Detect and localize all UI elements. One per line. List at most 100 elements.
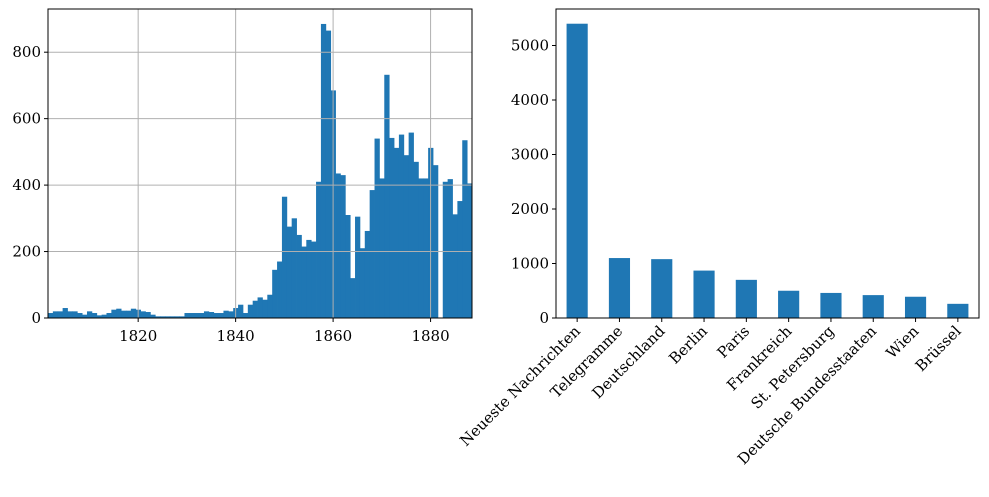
category-bar [862, 295, 884, 318]
y-tick-label: 5000 [511, 37, 549, 55]
histogram-bar [62, 308, 68, 318]
y-tick-label: 0 [539, 309, 549, 327]
histogram-bar [111, 309, 117, 318]
histogram-bar [291, 218, 297, 318]
category-label: Berlin [665, 322, 711, 368]
histogram-bar [208, 312, 215, 318]
histogram-bar [86, 311, 93, 318]
histogram-bar [121, 310, 127, 318]
histogram-bar [398, 134, 405, 318]
histogram-bar [238, 304, 244, 318]
histogram-bar [242, 313, 249, 318]
histogram-bar [140, 311, 146, 318]
y-tick-label: 4000 [511, 91, 549, 109]
category-bar [947, 303, 969, 318]
histogram-bar [345, 215, 351, 318]
histogram-bar [369, 190, 375, 318]
category-label: Brüssel [912, 322, 965, 375]
histogram-bar [130, 308, 137, 318]
histogram-bar [67, 311, 73, 318]
histogram-bar [452, 214, 458, 318]
histogram-bar [213, 313, 219, 318]
histogram-bar [72, 311, 78, 318]
histogram-bar [164, 316, 171, 318]
histogram-bar [281, 196, 288, 318]
bar-chart-frame [555, 8, 980, 319]
category-bar [566, 23, 588, 319]
histogram-bar [277, 261, 283, 318]
histogram-bar [462, 140, 468, 318]
histogram-bar [52, 311, 59, 318]
histogram-bar [306, 239, 312, 318]
histogram-bar [447, 179, 453, 318]
x-tick-label: 1860 [314, 327, 352, 345]
category-bar [778, 290, 800, 318]
histogram-bar [325, 30, 332, 318]
histogram-bar [223, 310, 229, 318]
histogram-bar [296, 234, 302, 318]
category-bar [608, 258, 631, 318]
y-tick-label: 600 [12, 110, 41, 128]
histogram-bar [389, 137, 395, 318]
histogram-bar [457, 201, 463, 318]
histogram-bar [106, 313, 112, 318]
category-bar [651, 259, 673, 318]
category-label: Paris [714, 322, 754, 362]
histogram-bar [203, 311, 210, 318]
histogram-bar [423, 178, 429, 318]
histogram-bar [48, 313, 54, 318]
histogram-bar [179, 316, 185, 318]
x-tick-label: 1880 [411, 327, 449, 345]
histogram-bar [413, 161, 419, 318]
histogram-bar [91, 313, 98, 318]
top-sections-bar-chart: Neueste NachrichtenTelegrammeDeutschland… [456, 8, 980, 468]
histogram-bar [160, 316, 166, 318]
histogram-bar [199, 313, 205, 318]
x-tick-label: 1840 [217, 327, 255, 345]
y-tick-label: 3000 [511, 146, 549, 164]
histogram-bar [262, 299, 268, 318]
histogram-bar [340, 175, 346, 318]
histogram-bar [96, 315, 103, 318]
histogram-bar [350, 278, 356, 318]
y-tick-label: 1000 [511, 255, 549, 273]
histogram-frame [47, 8, 473, 319]
histogram-bar [442, 181, 449, 318]
histogram-bar [125, 310, 132, 318]
histogram-chart: 1820 1840 1860 1880 0 200 400 600 800 [12, 8, 473, 345]
histogram-bar [77, 313, 83, 318]
histogram-bar [252, 300, 258, 318]
histogram-bar [155, 316, 161, 318]
histogram-bar [335, 173, 341, 318]
category-bar [904, 296, 927, 318]
histogram-bar [394, 147, 400, 318]
histogram-bar [408, 132, 414, 318]
histogram-bar [169, 316, 176, 318]
histogram-bar [116, 308, 122, 318]
histogram-bar [57, 311, 64, 318]
histogram-bar [320, 23, 327, 318]
histogram-bar [364, 230, 371, 318]
histogram-bar [194, 313, 200, 318]
y-tick-label: 2000 [511, 200, 549, 218]
histogram-bar [301, 246, 307, 318]
histogram-bar [150, 314, 156, 318]
y-tick-label: 200 [12, 243, 41, 261]
histogram-bar [218, 313, 224, 318]
histogram-bar [174, 316, 180, 318]
histogram-bar [374, 138, 380, 318]
histogram-bar [272, 269, 278, 318]
histogram-bar [82, 314, 88, 318]
category-bar [693, 270, 715, 318]
category-label: Wien [882, 322, 922, 362]
histogram-bar [355, 216, 361, 318]
histogram-bar [359, 248, 366, 318]
histogram-bar [379, 178, 385, 318]
histogram-bar [184, 313, 190, 318]
histogram-bar [403, 155, 410, 318]
histogram-bar [316, 181, 322, 318]
histogram-bar [467, 183, 473, 318]
y-tick-label: 0 [31, 309, 41, 327]
histogram-bar [418, 178, 424, 318]
